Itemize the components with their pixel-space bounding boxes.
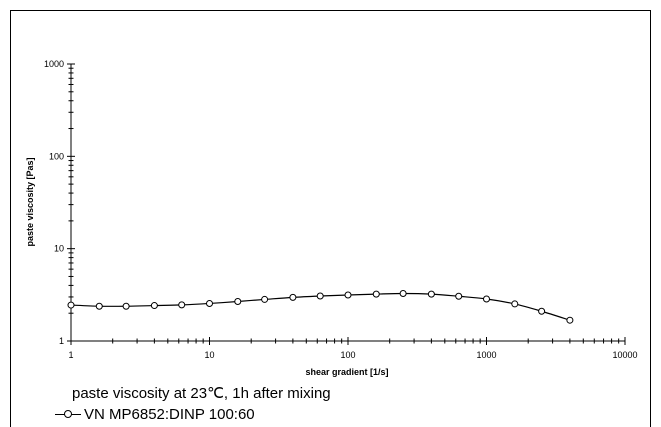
legend: VN MP6852:DINP 100:60 bbox=[55, 405, 255, 423]
y-tick-label: 1000 bbox=[44, 59, 64, 69]
data-point bbox=[289, 293, 297, 301]
y-tick-label: 1 bbox=[59, 336, 64, 346]
data-point bbox=[122, 302, 130, 310]
data-point bbox=[511, 300, 519, 308]
data-point bbox=[261, 295, 269, 303]
x-axis-title: shear gradient [1/s] bbox=[305, 367, 388, 377]
axes bbox=[70, 64, 625, 342]
y-tick-label: 10 bbox=[54, 244, 64, 254]
x-tick-label: 1 bbox=[68, 350, 73, 360]
data-point bbox=[206, 299, 213, 307]
data-point bbox=[67, 301, 75, 309]
tick-labels: 1 10 100 1000 1 10 100 1000 10000 bbox=[44, 59, 638, 360]
legend-label: VN MP6852:DINP 100:60 bbox=[84, 405, 255, 423]
data-point bbox=[178, 301, 186, 309]
axis-ticks bbox=[67, 63, 626, 345]
y-tick-label: 100 bbox=[49, 151, 64, 161]
data-point bbox=[344, 291, 352, 299]
x-tick-label: 1000 bbox=[476, 350, 496, 360]
y-axis-title: paste viscosity [Pas] bbox=[25, 157, 35, 246]
legend-swatch-icon bbox=[55, 408, 81, 420]
chart-caption: paste viscosity at 23℃, 1h after mixing bbox=[72, 385, 331, 402]
data-point bbox=[483, 295, 490, 303]
data-point bbox=[316, 292, 324, 300]
data-point bbox=[150, 302, 158, 310]
data-point bbox=[234, 297, 242, 305]
data-point bbox=[455, 292, 463, 300]
data-point bbox=[95, 302, 103, 310]
data-point bbox=[566, 316, 574, 324]
data-point bbox=[427, 290, 435, 298]
x-tick-label: 10 bbox=[204, 350, 214, 360]
chart-frame bbox=[10, 10, 651, 427]
data-point bbox=[399, 289, 407, 297]
x-tick-label: 100 bbox=[340, 350, 355, 360]
data-series bbox=[67, 289, 574, 324]
data-point bbox=[538, 307, 546, 315]
data-point bbox=[372, 290, 380, 298]
x-tick-label: 10000 bbox=[612, 350, 637, 360]
